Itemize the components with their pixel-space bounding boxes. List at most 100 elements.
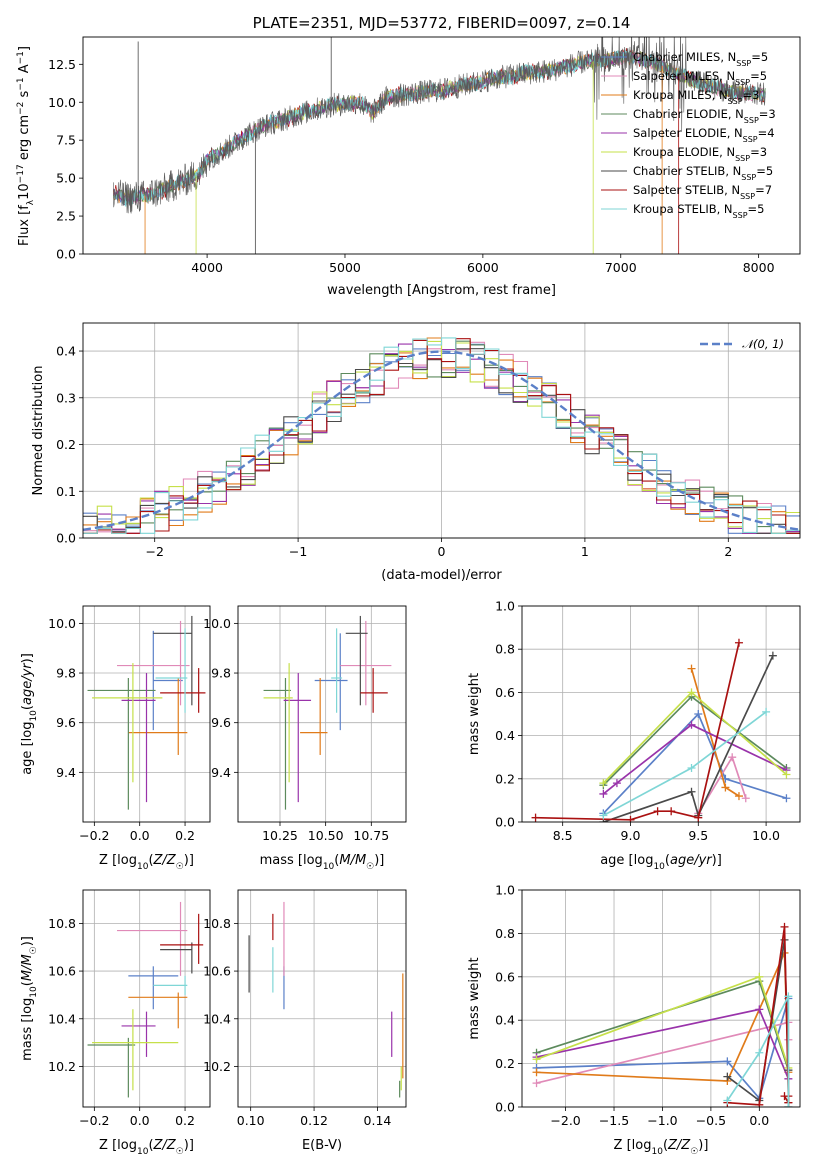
x-tick-label: 7000 [605,260,637,275]
weight-lines [532,922,793,1107]
x-tick-label: 0.0 [130,828,150,843]
y-tick-label: 9.8 [56,666,76,681]
legend-sub: SSP [735,78,750,87]
x-tick-label: 0.2 [175,828,195,843]
x-tick-label: 10.75 [353,828,389,843]
data-point-marker [721,783,730,792]
data-point-marker [728,753,737,762]
y-tick-label: 0.0 [495,1100,515,1115]
label-part: Flux [f [17,205,32,246]
x-tick-label: 1 [581,544,589,559]
y-tick-label: 0.3 [56,390,76,405]
y-tick-label: 2.5 [56,209,76,224]
y-tick-label: 10.0 [48,616,76,631]
legend-entry: Kroupa ELODIE, NSSP=3 [633,145,767,163]
label-part: 10 [29,986,39,998]
x-tick-label: −2.0 [550,1113,580,1128]
legend-sub: SSP [743,135,758,144]
legend-name: Chabrier MILES, N [633,50,736,64]
x-tick-label: 0.0 [749,1113,769,1128]
legend-entry: Chabrier ELODIE, NSSP=3 [633,107,776,125]
x-tick-label: 10.50 [308,828,344,843]
legend-entry: Chabrier STELIB, NSSP=5 [633,164,773,182]
chart-title: PLATE=2351, MJD=53772, FIBERID=0097, z=0… [253,14,631,32]
label-part: age/yr [670,853,713,868]
y-tick-label: 0.8 [495,642,515,657]
label-part: ☉ [176,1147,184,1157]
legend-sub: SSP [736,59,751,68]
y-tick-label: 0.6 [495,685,515,700]
label-part: Z/Z [667,1138,691,1153]
label-part: 10 [323,862,335,872]
data-point-marker [784,1103,793,1107]
y-axis-label: age [log10(age/yr)] [20,653,39,775]
data-point-marker [531,813,540,822]
series-line [602,723,787,795]
label-part: erg cm [17,115,32,164]
normal-curve [83,350,800,531]
x-tick-label: 8.5 [553,828,573,843]
axes-frame [82,36,801,255]
label-part: 10 [137,1147,149,1157]
x-tick-label: 10.25 [262,828,298,843]
label-part: )] [712,853,722,868]
axes-frame [521,889,801,1108]
data-point-marker [762,707,771,716]
label-part: )] [184,1138,194,1153]
x-tick-label: −1.0 [647,1113,677,1128]
data-point-marker [768,651,777,660]
label-part: 10 [137,862,149,872]
label-part: −2 [16,102,26,115]
label-part: ☉ [690,1147,698,1157]
x-tick-label: 0.12 [300,1113,328,1128]
y-tick-label: 0.4 [495,1013,515,1028]
y-tick-label: 12.5 [48,57,76,72]
label-part: ( [334,853,339,868]
data-point-marker [599,779,608,788]
data-point-marker [599,789,608,798]
data-point-marker [723,1096,732,1105]
legend-entry: Chabrier MILES, NSSP=5 [633,50,768,68]
legend-value: =4 [758,126,775,140]
legend-entry: 𝒩(0, 1) [742,337,784,351]
histogram-step [83,338,800,534]
age-vs-Z-panel: −0.2 0.0 0.29.49.69.810.0Z [log10(Z/Z☉)]ag… [20,605,211,872]
legend-entry: Kroupa STELIB, NSSP=5 [633,202,764,220]
y-tick-label: 9.8 [211,666,231,681]
data-point-marker [755,1005,764,1014]
legend-value: =5 [751,50,768,64]
y-axis-label: Normed distribution [31,366,46,496]
data-spectrum [113,37,766,214]
data-point-marker [734,792,743,801]
x-tick-label: 0.14 [364,1113,392,1128]
weight-vs-Z-panel: −2.0 −1.5 −1.0 −0.5 0.0 0.0 0.2 0.4 0.6 0.8 1.0 Z [… [467,883,801,1157]
label-part: 10 [651,1147,663,1157]
label-part: age [log [20,722,35,775]
x-axis-label: Z [log10(Z/Z☉)] [614,1138,709,1157]
y-tick-label: 10.0 [48,95,76,110]
series-line [726,995,790,1107]
y-tick-label: 5.0 [56,171,76,186]
x-tick-label: 0 [438,544,446,559]
y-axis-label: mass weight [467,957,482,1039]
data-point-marker [694,813,703,822]
label-part: age [log [600,853,653,868]
label-part: )] [698,1138,708,1153]
label-part: E(B-V) [302,1138,342,1153]
data-point-marker [782,770,791,779]
axes-frame [82,322,801,539]
data-point-marker [784,992,793,1001]
histogram-step [83,337,800,534]
label-part: ☉ [366,862,374,872]
y-tick-label: 10.6 [203,964,231,979]
weight-vs-age-panel: 8.5 9.0 9.5 10.0 0.0 0.2 0.4 0.6 0.8 1.0 age [log1… [467,599,801,872]
legend-sub: SSP [741,173,756,182]
label-part: −1 [16,51,26,64]
label-part: ☉ [29,946,39,954]
data-point-marker [687,720,696,729]
data-point-marker [532,1068,541,1077]
label-part: M/M [339,853,366,868]
data-point-marker [723,1072,732,1081]
y-tick-label: 0.0 [56,531,76,546]
